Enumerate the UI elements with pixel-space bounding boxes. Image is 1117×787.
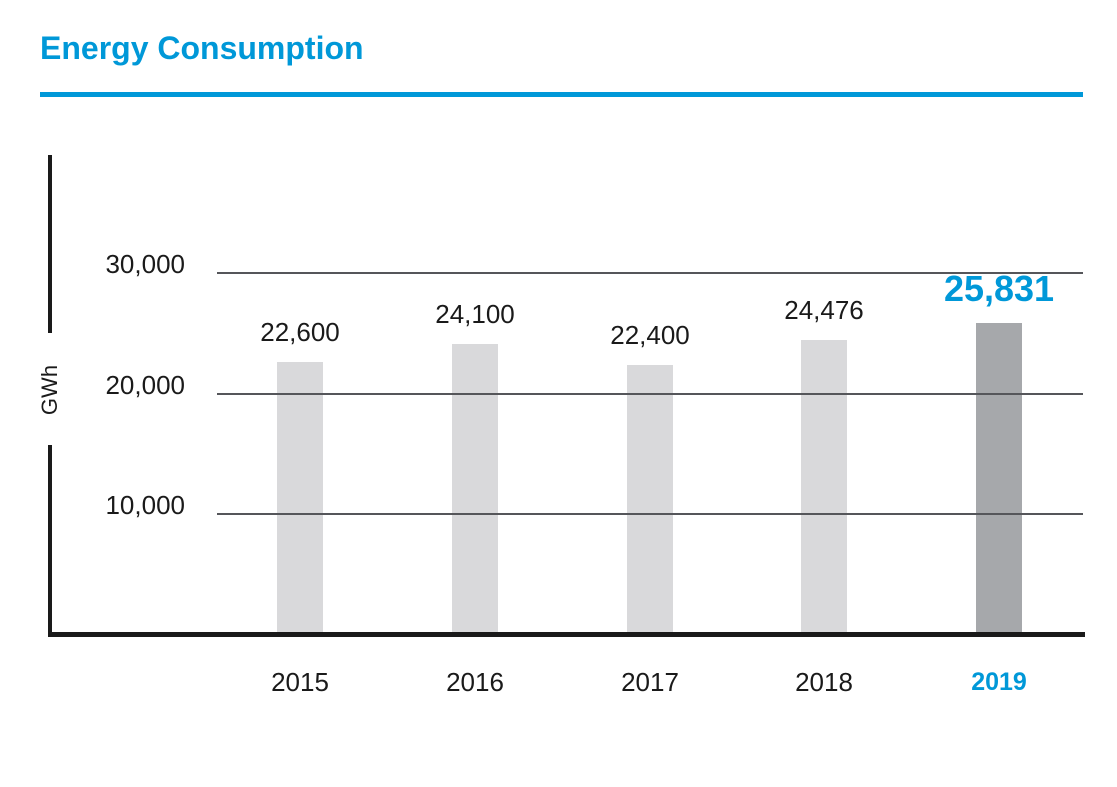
x-tick-label: 2017 <box>621 667 679 697</box>
gridline <box>217 513 1083 515</box>
bar <box>627 365 673 635</box>
chart-title: Energy Consumption <box>40 30 364 66</box>
x-axis-line <box>48 632 1085 637</box>
bar <box>452 344 498 635</box>
gridline <box>217 393 1083 395</box>
bar-value-label: 24,476 <box>784 295 864 325</box>
x-tick-label: 2015 <box>271 667 329 697</box>
bar-value-label: 25,831 <box>943 268 1055 309</box>
y-tick-label: 30,000 <box>105 249 185 279</box>
x-tick-label: 2016 <box>446 667 504 697</box>
bar-value-label: 22,600 <box>260 317 340 347</box>
x-tick-label: 2018 <box>795 667 853 697</box>
gridline <box>217 272 1083 274</box>
bar <box>801 340 847 635</box>
y-axis-line-bottom-segment <box>48 445 52 637</box>
y-tick-label: 10,000 <box>105 490 185 520</box>
bar-value-label: 22,400 <box>610 320 690 350</box>
y-axis-line-top-segment <box>48 155 52 333</box>
bar <box>976 323 1022 635</box>
title-underline-rule <box>40 92 1083 97</box>
x-tick-label: 2019 <box>971 668 1027 696</box>
bar <box>277 362 323 635</box>
y-tick-label: 20,000 <box>105 370 185 400</box>
bar-value-label: 24,100 <box>435 299 515 329</box>
